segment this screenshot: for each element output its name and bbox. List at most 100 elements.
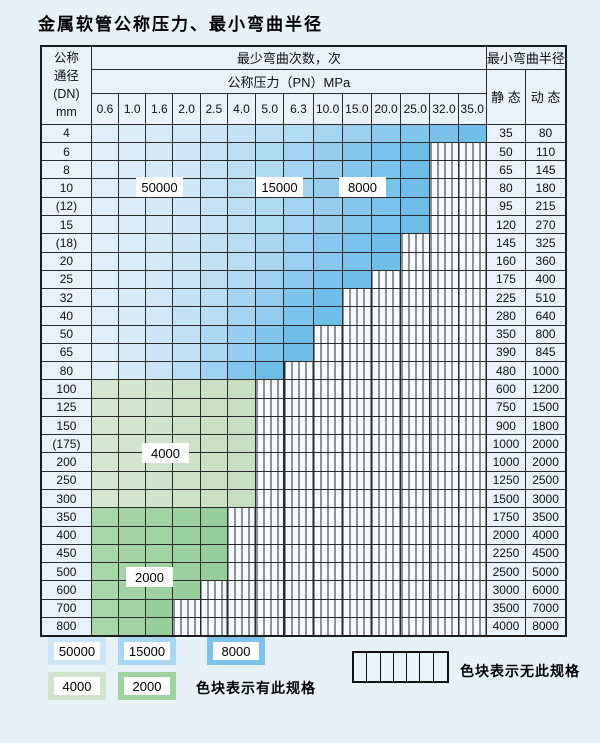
pressure-cell-available [145, 616, 174, 637]
dynamic-radius-cell: 80 [525, 123, 567, 143]
static-radius-cell: 1500 [485, 488, 527, 509]
static-radius-cell: 1250 [485, 470, 527, 490]
pressure-cell-available [283, 342, 314, 363]
table-row-dn-350: 350 1750 3500 [40, 507, 567, 527]
pressure-cell-available [199, 562, 228, 582]
pressure-cell-available [199, 160, 228, 180]
pressure-cell-unavailable [199, 598, 228, 618]
pressure-cell-available [400, 123, 431, 143]
pressure-col-header: 2.0 [172, 93, 201, 125]
table-row-dn-80: 80 480 1000 [40, 361, 567, 381]
pressure-cell-unavailable [400, 361, 431, 381]
static-radius-cell: 3000 [485, 580, 527, 600]
dynamic-radius-cell: 1000 [525, 361, 567, 381]
pressure-cell-available [457, 123, 487, 143]
pressure-cell-available [172, 269, 201, 290]
pressure-cell-available [145, 543, 174, 564]
pressure-cell-available [118, 507, 147, 527]
pressure-cell-unavailable [283, 507, 314, 527]
pressure-cell-unavailable [341, 525, 372, 545]
pressure-cell-available [400, 160, 431, 180]
legend-swatch-15000-value: 15000 [124, 642, 170, 660]
pressure-cell-available [172, 488, 201, 509]
pressure-cell-available [118, 141, 147, 162]
table-row-dn-40: 40 280 640 [40, 306, 567, 326]
pressure-cell-available [172, 141, 201, 162]
dynamic-radius-cell: 6000 [525, 580, 567, 600]
pressure-cell-unavailable [400, 288, 431, 308]
pressure-cell-available [118, 397, 147, 417]
dn-cell: 65 [40, 342, 92, 363]
pressure-cell-unavailable [283, 598, 314, 618]
pressure-cell-unavailable [400, 507, 431, 527]
dynamic-radius-cell: 800 [525, 324, 567, 344]
pressure-col-header: 35.0 [457, 93, 487, 125]
dn-header-line: mm [56, 105, 77, 120]
pressure-cell-unavailable [429, 397, 459, 417]
pressure-cell-available [312, 196, 343, 216]
dynamic-radius-cell: 4500 [525, 543, 567, 564]
pressure-cell-available [172, 415, 201, 436]
pressure-cell-unavailable [457, 488, 487, 509]
pressure-cell-unavailable [400, 562, 431, 582]
zone-label-8000: 8000 [339, 177, 386, 197]
pressure-cell-unavailable [429, 196, 459, 216]
pressure-cell-unavailable [283, 470, 314, 490]
pressure-cell-available [172, 379, 201, 399]
page-title: 金属软管公称压力、最小弯曲半径 [38, 15, 323, 35]
dynamic-radius-cell: 510 [525, 288, 567, 308]
table-row-dn-25: 25 175 400 [40, 269, 567, 290]
pressure-cell-unavailable [226, 598, 257, 618]
pressure-cell-unavailable [255, 543, 285, 564]
pressure-cell-unavailable [457, 269, 487, 290]
pressure-cell-available [312, 160, 343, 180]
dynamic-radius-cell: 325 [525, 233, 567, 253]
pressure-cell-available [255, 269, 285, 290]
dn-cell: 350 [40, 507, 92, 527]
zone-label-15000: 15000 [256, 177, 303, 197]
legend-no-spec-text: 色块表示无此规格 [460, 663, 580, 679]
pressure-cell-unavailable [226, 543, 257, 564]
pressure-cell-available [145, 342, 174, 363]
pressure-cell-unavailable [429, 580, 459, 600]
static-radius-cell: 80 [485, 178, 527, 198]
pressure-cell-unavailable [429, 141, 459, 162]
pressure-cell-available [199, 397, 228, 417]
pressure-cell-available [283, 324, 314, 344]
zone-label-50000: 50000 [136, 177, 183, 197]
legend-swatch-4000-value: 4000 [54, 677, 100, 695]
pressure-cell-available [226, 324, 257, 344]
pressure-cell-available [312, 141, 343, 162]
pressure-cell-unavailable [457, 306, 487, 326]
dn-cell: 800 [40, 616, 92, 637]
pressure-cell-available [90, 507, 120, 527]
static-radius-cell: 900 [485, 415, 527, 436]
pressure-cell-available [312, 288, 343, 308]
pressure-cell-available [341, 251, 372, 271]
pressure-cell-available [370, 196, 402, 216]
pressure-cell-unavailable [429, 379, 459, 399]
header-row: 公称压力（PN）MPa 静 态动 态 [41, 68, 567, 125]
pressure-cell-available [199, 361, 228, 381]
pressure-cell-available [90, 141, 120, 162]
pressure-cell-unavailable [312, 507, 343, 527]
pressure-cell-unavailable [457, 525, 487, 545]
pressure-cell-unavailable [429, 543, 459, 564]
pressure-cell-unavailable [370, 397, 402, 417]
pressure-cell-available [370, 251, 402, 271]
dn-cell: 300 [40, 488, 92, 509]
pressure-cell-available [199, 470, 228, 490]
pressure-cell-unavailable [457, 214, 487, 235]
pressure-cell-unavailable [457, 434, 487, 454]
pressure-cell-unavailable [255, 580, 285, 600]
pressure-cell-unavailable [255, 488, 285, 509]
dynamic-radius-cell: 400 [525, 269, 567, 290]
pressure-cell-available [90, 214, 120, 235]
pressure-cell-unavailable [457, 507, 487, 527]
pressure-cell-unavailable [312, 324, 343, 344]
pressure-cell-available [90, 543, 120, 564]
static-radius-cell: 280 [485, 306, 527, 326]
pressure-cell-unavailable [341, 306, 372, 326]
pressure-cell-available [118, 434, 147, 454]
